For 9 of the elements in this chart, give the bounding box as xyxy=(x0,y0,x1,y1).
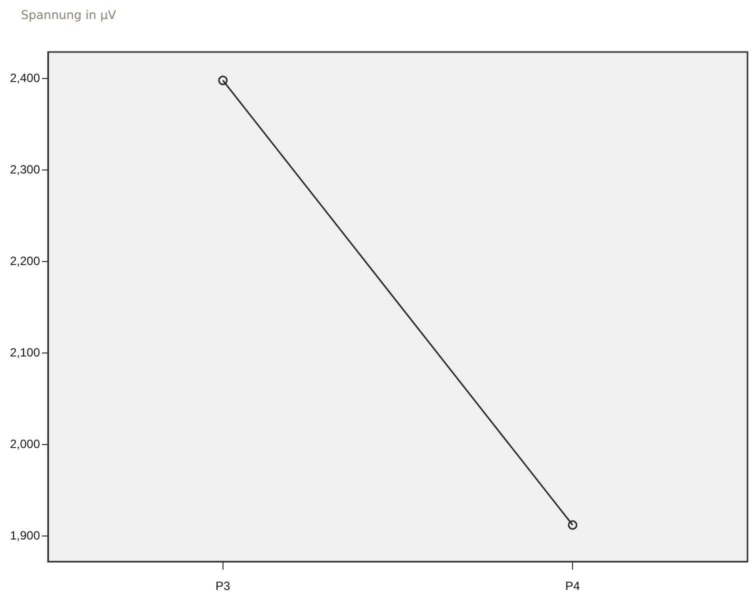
y-tick-label: 2,400 xyxy=(10,70,40,85)
x-tick-label: P4 xyxy=(565,579,580,594)
y-axis-title: Spannung in µV xyxy=(21,8,116,22)
y-tick-label: 2,000 xyxy=(10,436,40,451)
x-tick-label: P3 xyxy=(216,579,231,594)
y-tick-label: 1,900 xyxy=(10,528,40,542)
y-tick-label: 2,300 xyxy=(10,162,40,176)
y-tick-label: 2,200 xyxy=(10,254,40,268)
y-tick-label: 2,100 xyxy=(10,345,40,360)
